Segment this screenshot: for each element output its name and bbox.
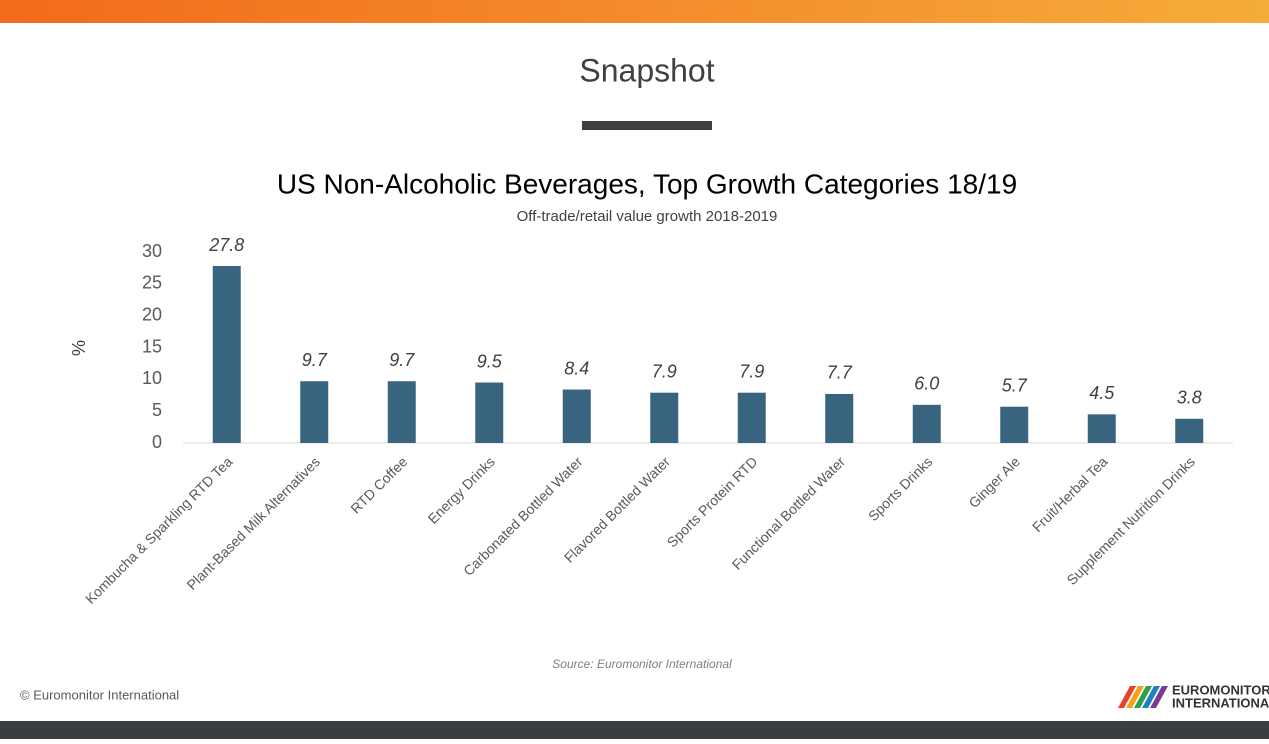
bottom-band [0, 721, 1269, 739]
x-tick-label: Energy Drinks [425, 453, 498, 526]
chart-subtitle: Off-trade/retail value growth 2018-2019 [517, 208, 778, 225]
x-tick-label: Ginger Ale [965, 453, 1023, 511]
value-label: 9.5 [477, 351, 503, 371]
value-label: 4.5 [1089, 383, 1115, 403]
bar [300, 381, 329, 443]
x-tick-label: Sports Protein RTD [664, 453, 761, 550]
y-axis-label: % [69, 340, 89, 356]
bar [650, 392, 679, 443]
logo-text: EUROMONITOR [1172, 682, 1269, 697]
bar [825, 393, 854, 443]
value-label: 8.4 [564, 358, 589, 378]
y-tick-label: 25 [142, 273, 162, 293]
x-tick-label: Kombucha & Sparkling RTD Tea [82, 453, 236, 607]
bar [1000, 406, 1029, 443]
y-tick-label: 15 [142, 336, 162, 356]
y-tick-label: 20 [142, 304, 162, 324]
title-underline [582, 121, 712, 130]
bar [737, 392, 766, 443]
bar [475, 382, 504, 443]
value-label: 27.8 [208, 235, 244, 255]
value-label: 5.7 [1002, 375, 1028, 395]
value-label: 7.9 [739, 361, 764, 381]
value-label: 6.0 [914, 374, 939, 394]
bar [912, 404, 941, 443]
logo-mark [1118, 686, 1168, 708]
chart-title: US Non-Alcoholic Beverages, Top Growth C… [277, 168, 1017, 199]
bar [1175, 418, 1204, 443]
bar [562, 389, 591, 443]
y-tick-label: 5 [152, 400, 162, 420]
value-label: 7.9 [652, 361, 677, 381]
y-tick-label: 0 [152, 432, 162, 452]
x-tick-label: RTD Coffee [347, 453, 410, 516]
value-label: 9.7 [389, 350, 415, 370]
source: Source: Euromonitor International [552, 657, 732, 671]
y-tick-label: 10 [142, 368, 162, 388]
top-band [0, 0, 1269, 23]
slide-title: Snapshot [579, 52, 714, 88]
value-label: 7.7 [827, 363, 853, 383]
y-tick-label: 30 [142, 241, 162, 261]
bar [387, 381, 416, 443]
x-tick-label: Sports Drinks [865, 453, 936, 524]
bar [212, 266, 241, 443]
value-label: 9.7 [302, 350, 328, 370]
bar [1087, 414, 1116, 443]
x-tick-label: Fruit/Herbal Tea [1029, 453, 1111, 535]
copyright: © Euromonitor International [20, 687, 179, 702]
value-label: 3.8 [1177, 388, 1202, 408]
logo-text: INTERNATIONAL [1172, 695, 1269, 710]
